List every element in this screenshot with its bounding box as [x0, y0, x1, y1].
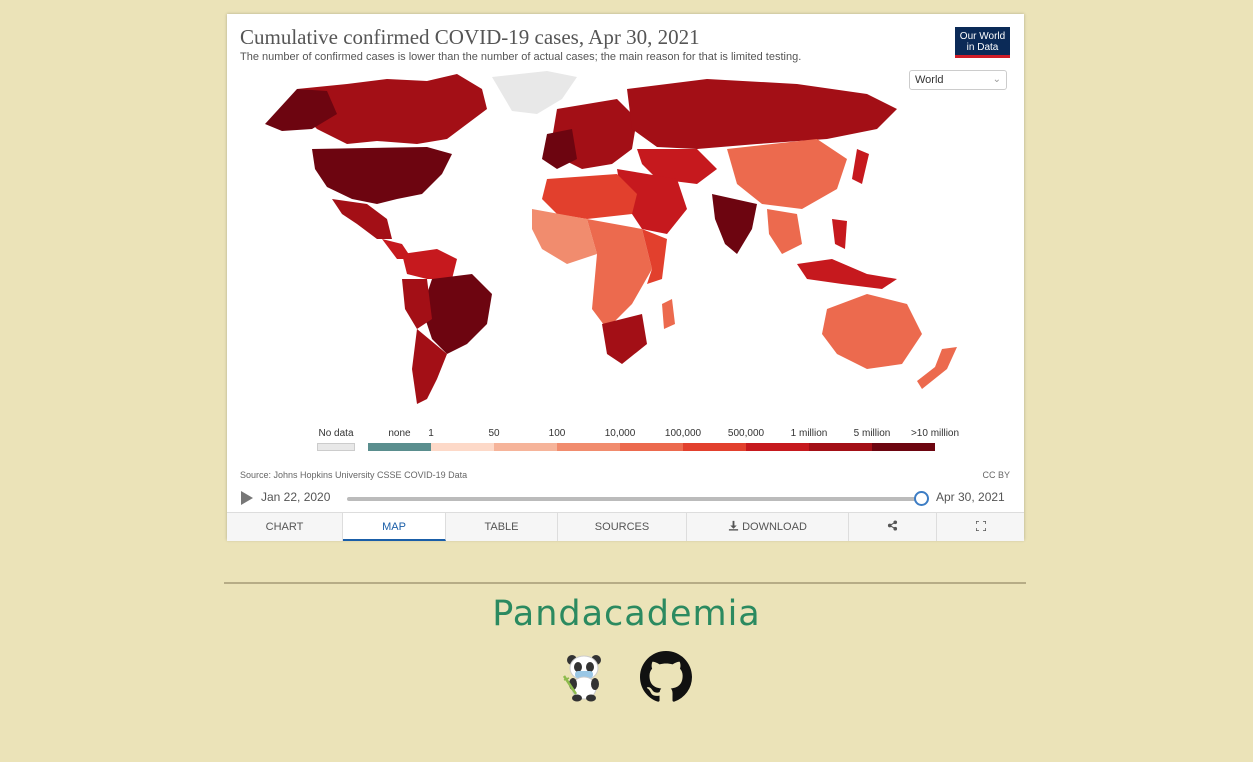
chevron-down-icon: ⌄	[992, 74, 1001, 85]
legend-label: 500,000	[727, 428, 765, 439]
tab-download-label: DOWNLOAD	[742, 521, 807, 533]
fullscreen-icon	[974, 520, 987, 532]
map-usa	[312, 147, 452, 204]
share-icon	[887, 520, 898, 531]
tab-chart-label: CHART	[265, 521, 304, 533]
legend-label: >10 million	[910, 428, 960, 439]
legend-swatch	[368, 443, 431, 451]
timeline[interactable]: Jan 22, 2020 Apr 30, 2021	[227, 488, 1024, 510]
map-madagascar	[662, 299, 675, 329]
chart-subtitle: The number of confirmed cases is lower t…	[240, 51, 802, 63]
timeline-handle[interactable]	[914, 491, 929, 506]
map-philippines	[832, 219, 847, 249]
legend-swatch	[746, 443, 809, 451]
play-icon[interactable]	[241, 491, 253, 505]
tab-bar: CHART MAP TABLE SOURCES DOWNLOAD	[227, 512, 1024, 541]
legend-no-data-label: No data	[318, 428, 354, 439]
map-central-africa	[587, 219, 652, 329]
map-alaska	[265, 89, 337, 131]
map-mexico	[332, 199, 392, 239]
map-china	[727, 139, 847, 209]
timeline-start-label: Jan 22, 2020	[261, 490, 331, 504]
tab-table-label: TABLE	[484, 521, 519, 533]
legend-label: 100,000	[664, 428, 702, 439]
map-australia	[822, 294, 922, 369]
logo-line-2: in Data	[966, 42, 999, 53]
map-india	[712, 194, 757, 254]
legend-swatch	[620, 443, 683, 451]
tab-sources-label: SOURCES	[594, 521, 650, 533]
legend-no-data-swatch	[317, 443, 355, 451]
legend-label: 10,000	[604, 428, 636, 439]
github-icon[interactable]	[640, 651, 692, 703]
map-indonesia	[797, 259, 897, 289]
chart-title: Cumulative confirmed COVID-19 cases, Apr…	[240, 25, 700, 49]
map-canada	[297, 74, 487, 144]
region-select-value: World	[915, 74, 944, 86]
map-central-asia	[637, 149, 717, 184]
legend-swatch	[809, 443, 872, 451]
legend-label: none	[388, 428, 411, 439]
tab-fullscreen[interactable]	[937, 513, 1024, 541]
tab-map-label: MAP	[382, 521, 406, 533]
map-japan	[852, 149, 869, 184]
legend-swatch	[494, 443, 557, 451]
download-icon	[729, 520, 739, 531]
legend-swatch	[683, 443, 746, 451]
map-brazil	[422, 274, 492, 354]
tab-table[interactable]: TABLE	[446, 513, 558, 541]
tab-share[interactable]	[849, 513, 937, 541]
brand-title[interactable]: Pandacademia	[492, 594, 761, 634]
map-new-zealand	[917, 347, 957, 389]
panda-icon[interactable]	[558, 650, 610, 702]
color-legend: No data none 1 50 100 10,000 100,000 500,000 1 m…	[227, 424, 1024, 464]
legend-swatch	[872, 443, 935, 451]
tab-sources[interactable]: SOURCES	[558, 513, 687, 541]
legend-label: 50	[488, 428, 500, 439]
legend-label: 5 million	[853, 428, 891, 439]
timeline-end-label: Apr 30, 2021	[936, 490, 1005, 504]
legend-label: 1 million	[790, 428, 828, 439]
legend-swatch	[431, 443, 494, 451]
legend-label: 1	[428, 428, 434, 439]
timeline-track[interactable]	[347, 497, 921, 501]
chart-card: Cumulative confirmed COVID-19 cases, Apr…	[227, 14, 1024, 541]
map-russia	[627, 79, 897, 149]
legend-swatch	[557, 443, 620, 451]
footer-divider	[224, 582, 1026, 584]
map-southeast-asia	[767, 209, 802, 254]
source-text: Source: Johns Hopkins University CSSE CO…	[240, 470, 468, 480]
region-select[interactable]: World ⌄	[909, 70, 1007, 90]
logo-line-1: Our World	[959, 31, 1006, 42]
map-middle-east	[617, 169, 687, 234]
map-greenland	[492, 71, 577, 114]
license-link[interactable]: CC BY	[982, 470, 1010, 480]
map-west-africa	[532, 209, 597, 264]
map-peru-bolivia	[402, 279, 432, 329]
map-north-africa	[542, 174, 637, 219]
map-south-africa	[602, 314, 647, 364]
map-colombia-venezuela	[402, 249, 457, 279]
map-argentina-chile	[412, 329, 447, 404]
map-western-europe	[542, 129, 577, 169]
world-map[interactable]	[257, 69, 967, 409]
map-east-africa	[642, 229, 667, 284]
owid-logo[interactable]: Our World in Data	[955, 27, 1010, 58]
tab-download[interactable]: DOWNLOAD	[687, 513, 849, 541]
tab-chart[interactable]: CHART	[227, 513, 343, 541]
legend-label: 100	[548, 428, 566, 439]
tab-map[interactable]: MAP	[343, 513, 446, 541]
